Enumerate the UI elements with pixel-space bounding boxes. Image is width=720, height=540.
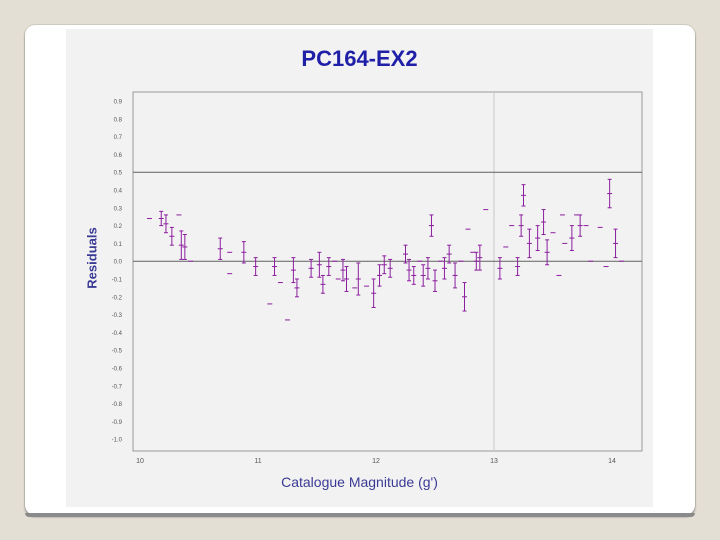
data-point <box>217 237 223 260</box>
data-point <box>241 241 247 264</box>
y-tick-label: -0.3 <box>112 313 123 319</box>
data-point <box>320 274 326 294</box>
x-axis-label: Catalogue Magnitude (g') <box>281 474 438 490</box>
y-tick-label: 0.8 <box>114 117 123 123</box>
y-tick-label: 0.5 <box>114 171 123 177</box>
y-tick-label: 0.1 <box>114 242 123 248</box>
data-point <box>446 244 452 264</box>
data-point <box>272 257 278 276</box>
data-point <box>290 257 296 284</box>
x-tick-label: 13 <box>490 458 498 465</box>
data-point <box>253 257 259 276</box>
y-tick-label: -0.1 <box>112 278 123 284</box>
data-point <box>541 209 547 235</box>
data-point <box>613 228 619 259</box>
tick-labels: 0.9 0.8 0.7 0.6 0.5 0.4 0.3 0.2 0.1 0.0 -0.1 -0.2 -0… <box>112 100 616 466</box>
data-point <box>607 178 613 209</box>
y-tick-label: 0.3 <box>114 206 123 212</box>
data-point <box>406 258 412 282</box>
data-point <box>428 214 434 237</box>
data-point <box>178 230 184 260</box>
data-point <box>381 255 387 275</box>
data-point <box>521 184 526 207</box>
x-tick-label: 14 <box>608 458 616 465</box>
data-point <box>420 264 426 287</box>
y-tick-label: -0.9 <box>112 420 123 426</box>
data-point <box>577 214 583 237</box>
y-tick-label: -0.6 <box>112 367 123 373</box>
data-point <box>477 244 483 271</box>
y-tick-label: 0.6 <box>114 153 123 159</box>
y-tick-label: -0.2 <box>112 295 123 301</box>
data-point <box>526 228 532 259</box>
data-point <box>344 266 349 292</box>
data-point <box>518 214 524 237</box>
data-point <box>441 257 447 280</box>
data-points <box>146 178 624 321</box>
plot-area <box>132 91 643 452</box>
data-point <box>515 257 521 276</box>
y-tick-label: 0.9 <box>114 100 123 106</box>
data-point <box>326 257 332 276</box>
data-point <box>355 262 361 296</box>
data-point <box>569 225 575 252</box>
y-tick-label: -0.5 <box>112 349 123 355</box>
data-point <box>425 257 431 280</box>
data-point <box>371 278 377 308</box>
x-tick-label: 11 <box>254 458 261 465</box>
data-point <box>544 239 550 266</box>
y-tick-label: -1.0 <box>112 438 123 444</box>
data-point <box>340 258 346 282</box>
data-point <box>411 266 417 285</box>
data-point <box>294 278 300 298</box>
grid-lines <box>133 92 642 451</box>
y-tick-label: 0.4 <box>114 189 123 195</box>
data-point <box>432 269 438 292</box>
data-point <box>473 251 479 271</box>
data-point <box>163 214 169 234</box>
data-point <box>182 234 188 260</box>
data-point <box>452 262 458 289</box>
data-point <box>316 251 322 278</box>
data-point <box>158 210 164 227</box>
data-point <box>462 282 467 312</box>
chart-title: PC164-EX2 <box>301 46 418 71</box>
slide-bottom-rule <box>25 513 695 517</box>
y-tick-label: -0.8 <box>112 402 123 408</box>
x-tick-label: 10 <box>136 458 144 465</box>
data-point <box>377 264 383 287</box>
x-tick-label: 12 <box>372 458 380 465</box>
data-point <box>308 258 314 278</box>
y-tick-label: -0.7 <box>112 384 123 390</box>
y-tick-label: 0.0 <box>114 260 123 266</box>
y-tick-label: 0.2 <box>114 224 123 230</box>
y-tick-label: 0.7 <box>114 135 123 141</box>
data-point <box>535 225 541 252</box>
y-tick-label: -0.4 <box>112 331 123 337</box>
data-point <box>403 244 408 264</box>
data-point <box>497 257 503 280</box>
data-point <box>169 226 175 246</box>
data-point <box>387 258 393 278</box>
